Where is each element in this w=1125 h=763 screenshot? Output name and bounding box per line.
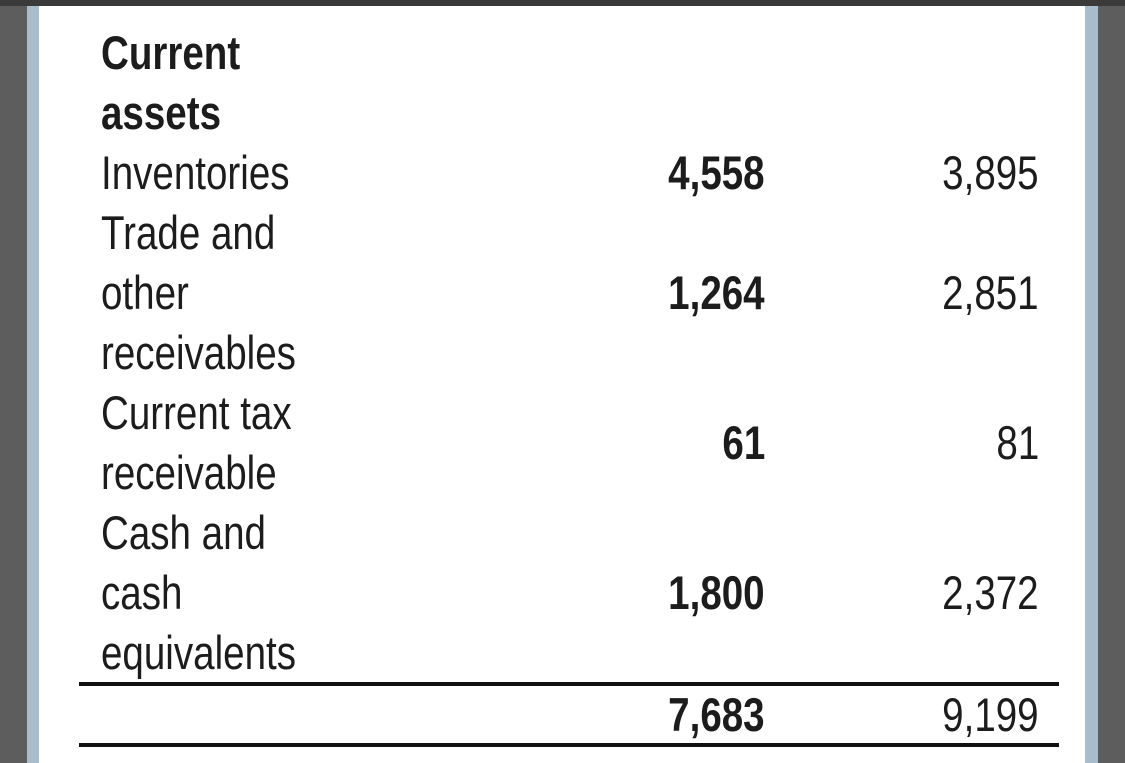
total-value-prior: 9,199 <box>942 688 1039 741</box>
row-label-inventories: Inventories <box>101 146 290 199</box>
row-value-prior-inventories: 3,895 <box>942 146 1039 199</box>
section-heading-line-1: Current <box>101 26 241 79</box>
row-value-prior-receivables: 2,851 <box>942 266 1039 319</box>
row-value-prior-tax: 81 <box>996 416 1039 469</box>
left-border <box>27 6 39 763</box>
section-heading-line-2: assets <box>101 86 222 139</box>
row-label-receivables-line-3: receivables <box>101 326 296 379</box>
row-value-current-tax: 61 <box>722 416 765 469</box>
row-label-receivables-line-1: Trade and <box>101 206 276 259</box>
row-label-receivables-line-2: other <box>101 266 189 319</box>
total-top-rule <box>79 682 1059 686</box>
row-value-current-receivables: 1,264 <box>668 266 765 319</box>
row-value-prior-cash: 2,372 <box>942 566 1039 619</box>
row-value-current-cash: 1,800 <box>668 566 765 619</box>
row-label-tax-line-1: Current tax <box>101 386 292 439</box>
top-edge <box>0 0 1125 6</box>
right-border <box>1085 6 1098 763</box>
row-label-cash-line-2: cash <box>101 566 183 619</box>
row-label-cash-line-3: equivalents <box>101 626 296 679</box>
row-label-cash-line-1: Cash and <box>101 506 266 559</box>
row-label-tax-line-2: receivable <box>101 446 277 499</box>
total-bottom-rule <box>79 743 1059 747</box>
row-value-current-inventories: 4,558 <box>668 146 765 199</box>
total-value-current: 7,683 <box>668 688 765 741</box>
document-page <box>39 6 1085 763</box>
